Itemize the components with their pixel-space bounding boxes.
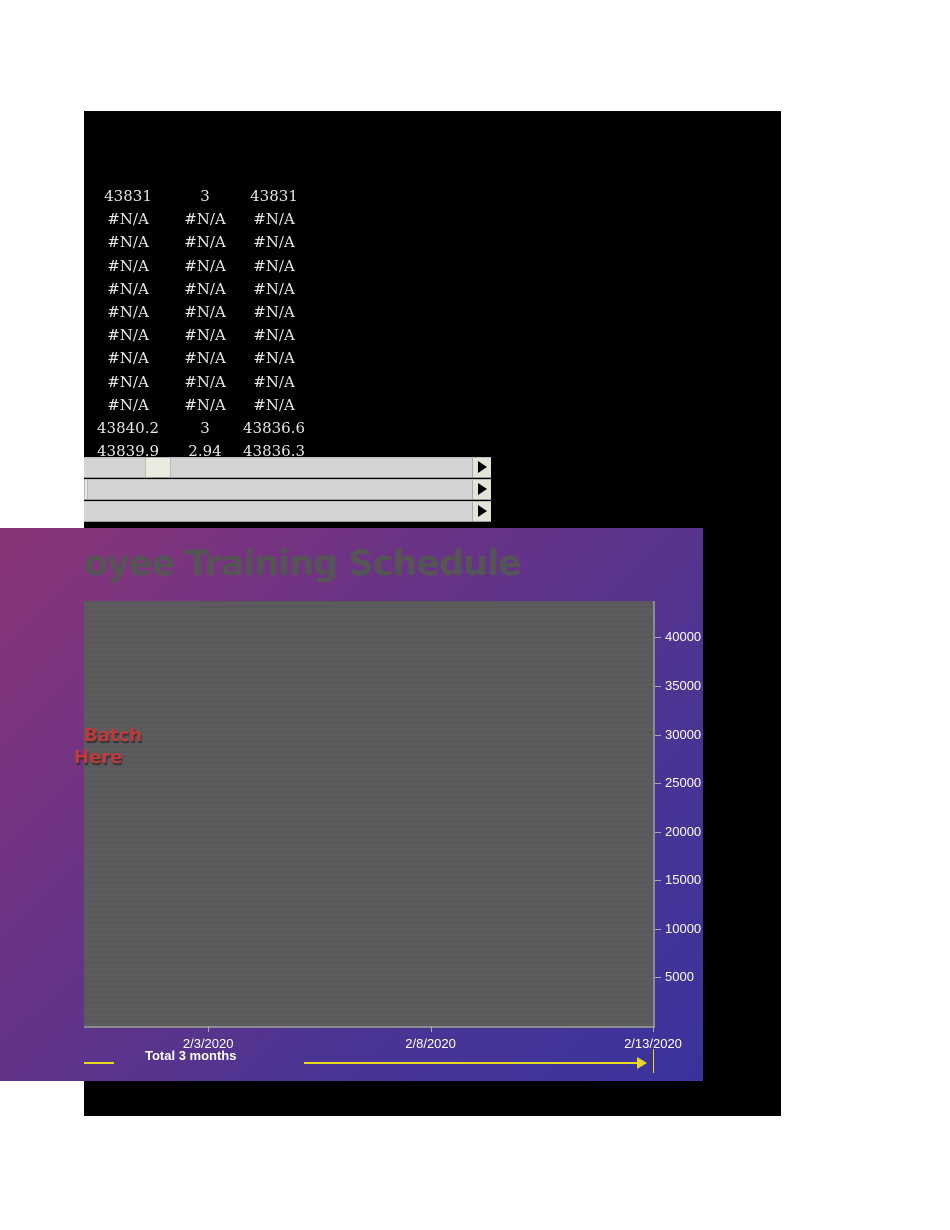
- scroll-right-arrow-icon[interactable]: [472, 458, 491, 477]
- table-cell[interactable]: #N/A: [184, 395, 226, 414]
- table-cell[interactable]: #N/A: [107, 303, 149, 321]
- table-cell[interactable]: #N/A: [107, 326, 149, 345]
- table-cell[interactable]: #N/A: [253, 372, 295, 391]
- annotation-line: Batch: [84, 725, 142, 746]
- x-tick-mark: [430, 1026, 432, 1032]
- y-tick-label: 5000: [665, 969, 694, 985]
- batch-annotation: Batch Here: [74, 725, 142, 769]
- y-tick-label: 40000: [665, 629, 702, 645]
- table-cell[interactable]: #N/A: [253, 303, 295, 321]
- scroll-right-arrow-icon[interactable]: [472, 502, 491, 521]
- y-tick-mark: [655, 686, 661, 687]
- table-cell[interactable]: #N/A: [107, 210, 149, 229]
- table-cell[interactable]: 43836.3: [242, 442, 306, 461]
- table-cell[interactable]: 43831: [250, 187, 298, 205]
- table-cell[interactable]: #N/A: [184, 210, 226, 229]
- annotation-line: Here: [74, 747, 123, 768]
- y-tick-label: 30000: [665, 726, 702, 742]
- table-cell[interactable]: #N/A: [253, 210, 295, 229]
- x-tick-label: 2/13/2020: [624, 1036, 682, 1051]
- y-tick-label: 20000: [665, 823, 702, 839]
- table-cell[interactable]: #N/A: [184, 372, 226, 391]
- table-cell[interactable]: #N/A: [107, 279, 149, 298]
- table-cell[interactable]: #N/A: [184, 349, 226, 368]
- table-cell[interactable]: 3: [200, 187, 210, 205]
- y-tick-label: 35000: [665, 678, 702, 693]
- y-tick-label: 15000: [665, 872, 702, 888]
- y-tick-mark: [655, 783, 661, 785]
- x-tick-mark: [653, 1026, 654, 1032]
- scrollbar-thumb[interactable]: [145, 458, 171, 477]
- table-cell[interactable]: #N/A: [107, 256, 149, 275]
- table-cell[interactable]: #N/A: [107, 395, 149, 414]
- table-cell[interactable]: #N/A: [253, 256, 295, 275]
- scroll-right-arrow-icon[interactable]: [472, 480, 491, 499]
- training-schedule-chart: oyee Training Schedule Batch Here 40000 3…: [0, 528, 703, 1081]
- table-cell[interactable]: #N/A: [107, 233, 149, 252]
- table-cell[interactable]: #N/A: [253, 326, 295, 345]
- y-tick-mark: [655, 977, 661, 979]
- y-tick-label: 25000: [665, 775, 702, 791]
- plot-area: [84, 601, 655, 1028]
- table-cell[interactable]: #N/A: [184, 233, 226, 252]
- table-cell[interactable]: 43839.9: [96, 442, 160, 461]
- table-cell[interactable]: #N/A: [107, 372, 149, 391]
- y-tick-label: 10000: [665, 920, 702, 936]
- table-cell[interactable]: 43836.6: [242, 419, 306, 437]
- scrollbar-thumb[interactable]: [84, 480, 88, 499]
- scrollbar-3[interactable]: [84, 501, 491, 522]
- scrollbar-2[interactable]: [84, 479, 491, 500]
- table-cell[interactable]: #N/A: [184, 256, 226, 275]
- table-cell[interactable]: 43831: [104, 187, 152, 205]
- table-cell[interactable]: #N/A: [253, 349, 295, 368]
- arrow-head-icon: [637, 1057, 647, 1069]
- table-cell[interactable]: 43840.2: [96, 419, 160, 437]
- table-cell[interactable]: #N/A: [253, 395, 295, 414]
- table-cell[interactable]: #N/A: [184, 279, 226, 298]
- scrollbar-1[interactable]: [84, 457, 491, 478]
- table-cell[interactable]: 2.94: [188, 442, 222, 461]
- table-cell[interactable]: #N/A: [253, 279, 295, 298]
- y-tick-mark: [655, 734, 661, 736]
- table-cell[interactable]: #N/A: [107, 349, 149, 368]
- end-marker: [653, 1049, 654, 1073]
- table-cell[interactable]: #N/A: [184, 303, 226, 321]
- duration-arrow-line: [304, 1062, 638, 1064]
- table-cell[interactable]: #N/A: [253, 233, 295, 252]
- x-tick-label: 2/3/2020: [182, 1036, 234, 1051]
- legend-label: Total 3 months: [145, 1048, 237, 1063]
- chart-title: oyee Training Schedule: [84, 544, 522, 584]
- table-cell[interactable]: 3: [200, 419, 210, 437]
- y-tick-mark: [655, 928, 661, 930]
- legend-swatch: [84, 1062, 114, 1064]
- x-tick-mark: [208, 1026, 210, 1032]
- y-tick-mark: [655, 880, 661, 882]
- x-tick-label: 2/8/2020: [405, 1036, 456, 1051]
- y-tick-mark: [655, 831, 661, 833]
- y-tick-mark: [655, 637, 661, 639]
- table-cell[interactable]: #N/A: [184, 326, 226, 345]
